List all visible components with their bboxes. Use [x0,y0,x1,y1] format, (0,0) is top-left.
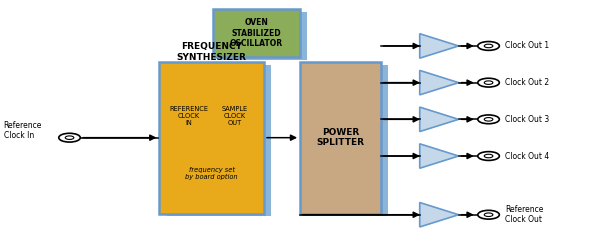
Polygon shape [420,107,458,132]
FancyBboxPatch shape [167,65,271,216]
Circle shape [484,118,493,121]
Circle shape [484,44,493,48]
FancyBboxPatch shape [213,9,300,57]
Text: frequency set
by board option: frequency set by board option [185,167,238,180]
Polygon shape [420,70,458,95]
FancyBboxPatch shape [220,12,307,60]
Circle shape [478,115,499,124]
FancyBboxPatch shape [300,62,381,214]
Text: Clock Out 1: Clock Out 1 [505,41,550,50]
Circle shape [484,81,493,84]
FancyBboxPatch shape [160,62,264,214]
Circle shape [484,213,493,216]
Circle shape [478,42,499,50]
Circle shape [478,152,499,160]
Text: Clock Out 3: Clock Out 3 [505,115,550,124]
Text: Clock Out 4: Clock Out 4 [505,152,550,161]
Text: REFERENCE
CLOCK
IN: REFERENCE CLOCK IN [169,106,208,126]
Text: Clock Out 2: Clock Out 2 [505,78,550,87]
Circle shape [59,133,80,142]
Polygon shape [420,144,458,168]
Polygon shape [420,34,458,58]
Circle shape [478,78,499,87]
Text: Reference
Clock Out: Reference Clock Out [505,205,544,224]
Polygon shape [420,202,458,227]
Text: SAMPLE
CLOCK
OUT: SAMPLE CLOCK OUT [221,106,248,126]
Circle shape [484,154,493,158]
Circle shape [65,136,74,139]
Circle shape [478,210,499,219]
Text: Reference
Clock In: Reference Clock In [4,121,42,140]
Text: OVEN
STABILIZED
OSCILLATOR: OVEN STABILIZED OSCILLATOR [230,18,283,48]
Text: FREQUENCY
SYNTHESIZER: FREQUENCY SYNTHESIZER [177,42,247,62]
FancyBboxPatch shape [307,65,388,216]
Text: POWER
SPLITTER: POWER SPLITTER [316,128,364,147]
